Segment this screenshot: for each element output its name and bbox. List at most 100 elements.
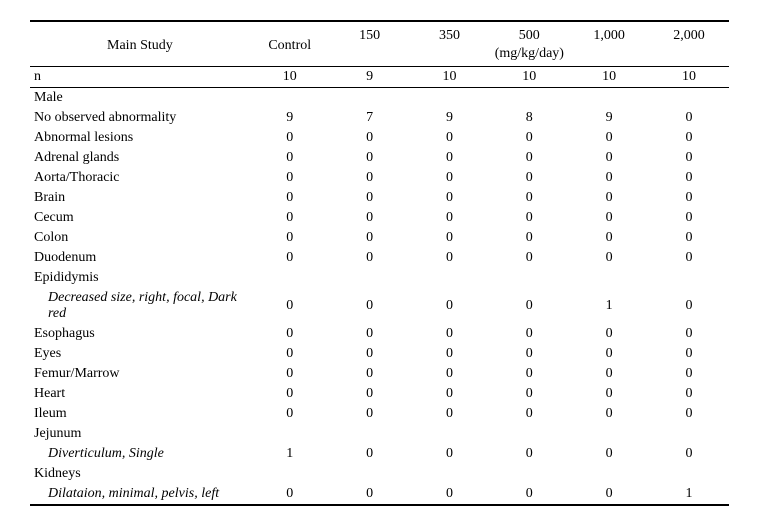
cell-value: 0 (410, 364, 490, 384)
table-row: Eyes000000 (30, 344, 729, 364)
cell-value: 0 (649, 404, 729, 424)
cell-value (569, 88, 649, 109)
table-row: Femur/Marrow000000 (30, 364, 729, 384)
cell-value (649, 424, 729, 444)
cell-value: 0 (489, 344, 569, 364)
cell-value: 0 (250, 148, 330, 168)
cell-value: 0 (649, 188, 729, 208)
row-section-label: Epididymis (30, 268, 250, 288)
table-header: Main Study Control 150 350 500 1,000 2,0… (30, 21, 729, 67)
cell-value: 1 (649, 484, 729, 505)
table-row: Brain000000 (30, 188, 729, 208)
cell-value: 0 (649, 444, 729, 464)
cell-value: 0 (330, 208, 410, 228)
cell-value: 0 (649, 108, 729, 128)
cell-value: 0 (410, 148, 490, 168)
cell-value: 0 (489, 188, 569, 208)
row-label: Aorta/Thoracic (30, 168, 250, 188)
cell-value: 1 (250, 444, 330, 464)
cell-value (410, 268, 490, 288)
cell-value: 0 (330, 384, 410, 404)
cell-value: 0 (410, 188, 490, 208)
cell-value (330, 268, 410, 288)
cell-value: 0 (410, 444, 490, 464)
row-label: Femur/Marrow (30, 364, 250, 384)
cell-value (330, 424, 410, 444)
cell-value: 0 (330, 288, 410, 324)
table-row: Cecum000000 (30, 208, 729, 228)
cell-value: 0 (250, 168, 330, 188)
row-section-label: Jejunum (30, 424, 250, 444)
cell-value: 0 (569, 384, 649, 404)
cell-value: 0 (250, 324, 330, 344)
cell-value: 0 (330, 344, 410, 364)
cell-value: 0 (649, 228, 729, 248)
table-row: Jejunum (30, 424, 729, 444)
cell-value: 0 (410, 384, 490, 404)
cell-value: 0 (250, 384, 330, 404)
cell-value (410, 464, 490, 484)
row-label: Esophagus (30, 324, 250, 344)
table-row: Colon000000 (30, 228, 729, 248)
col-dose-0: 150 (330, 21, 410, 46)
cell-value (489, 464, 569, 484)
cell-value: 0 (330, 248, 410, 268)
cell-value: 0 (649, 384, 729, 404)
cell-value: 0 (410, 248, 490, 268)
row-label: n (30, 67, 250, 88)
row-label: Ileum (30, 404, 250, 424)
table-row: Kidneys (30, 464, 729, 484)
col-dose-1: 350 (410, 21, 490, 46)
table-row: n10910101010 (30, 67, 729, 88)
cell-value (250, 424, 330, 444)
cell-value: 0 (410, 404, 490, 424)
cell-value: 0 (489, 248, 569, 268)
col-dose-4: 2,000 (649, 21, 729, 46)
col-dose-3: 1,000 (569, 21, 649, 46)
row-label: Cecum (30, 208, 250, 228)
row-label: Colon (30, 228, 250, 248)
cell-value: 9 (410, 108, 490, 128)
cell-value: 0 (250, 364, 330, 384)
cell-value: 0 (569, 444, 649, 464)
cell-value (250, 268, 330, 288)
cell-value: 0 (649, 208, 729, 228)
row-sublabel: Diverticulum, Single (30, 444, 250, 464)
main-study-table: Main Study Control 150 350 500 1,000 2,0… (30, 20, 729, 506)
row-sublabel: Dilataion, minimal, pelvis, left (30, 484, 250, 505)
cell-value: 0 (569, 208, 649, 228)
cell-value: 10 (569, 67, 649, 88)
col-main-study: Main Study (30, 21, 250, 67)
cell-value: 0 (569, 344, 649, 364)
cell-value: 0 (250, 208, 330, 228)
cell-value: 0 (489, 324, 569, 344)
cell-value: 0 (649, 148, 729, 168)
cell-value (489, 424, 569, 444)
table-row: Ileum000000 (30, 404, 729, 424)
cell-value: 0 (250, 248, 330, 268)
table-row: Adrenal glands000000 (30, 148, 729, 168)
cell-value (330, 464, 410, 484)
cell-value (649, 464, 729, 484)
cell-value: 0 (649, 324, 729, 344)
cell-value: 0 (489, 168, 569, 188)
cell-value: 0 (330, 444, 410, 464)
cell-value: 0 (489, 228, 569, 248)
cell-value: 0 (250, 228, 330, 248)
cell-value: 0 (649, 364, 729, 384)
cell-value: 9 (250, 108, 330, 128)
cell-value: 0 (330, 484, 410, 505)
cell-value: 0 (649, 248, 729, 268)
cell-value: 0 (649, 288, 729, 324)
cell-value (569, 424, 649, 444)
cell-value: 0 (489, 364, 569, 384)
row-section-label: Kidneys (30, 464, 250, 484)
cell-value: 0 (489, 484, 569, 505)
cell-value: 0 (569, 324, 649, 344)
cell-value: 0 (569, 128, 649, 148)
table-row: Male (30, 88, 729, 109)
cell-value: 0 (489, 128, 569, 148)
cell-value: 0 (250, 344, 330, 364)
cell-value: 10 (410, 67, 490, 88)
cell-value (250, 88, 330, 109)
